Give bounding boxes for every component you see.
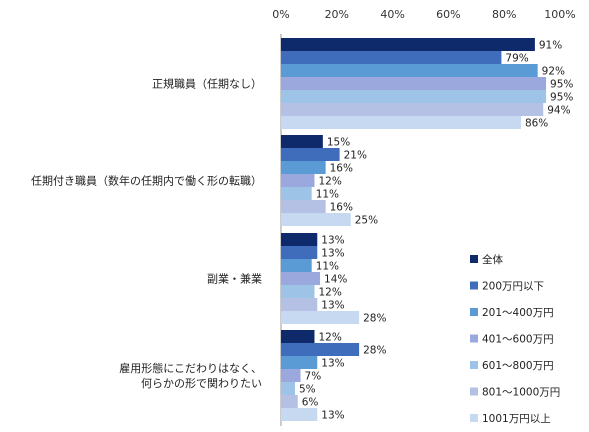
category-label: 正規職員（任期なし） xyxy=(152,77,262,91)
bar xyxy=(281,64,538,77)
data-label: 12% xyxy=(318,332,341,344)
data-label: 11% xyxy=(316,261,339,273)
data-label: 13% xyxy=(321,300,344,312)
data-label: 21% xyxy=(344,150,367,162)
bar xyxy=(281,298,318,311)
bar xyxy=(281,356,318,369)
legend-label: 1001万円以上 xyxy=(482,413,551,425)
legend-label: 全体 xyxy=(482,253,503,266)
legend-swatch xyxy=(470,281,478,290)
data-label: 13% xyxy=(321,235,344,247)
data-label: 12% xyxy=(318,287,341,299)
data-label: 91% xyxy=(539,40,562,52)
bar xyxy=(281,395,298,408)
legend-swatch xyxy=(470,255,478,263)
data-label: 92% xyxy=(542,66,565,78)
data-label: 6% xyxy=(302,397,319,409)
bar xyxy=(281,90,547,103)
legend-swatch xyxy=(470,414,478,422)
data-label: 28% xyxy=(363,345,386,357)
x-tick-label: 0% xyxy=(272,8,289,21)
data-label: 95% xyxy=(550,79,573,91)
bar xyxy=(281,213,351,226)
data-label: 12% xyxy=(318,176,341,188)
bar xyxy=(281,272,321,285)
data-label: 13% xyxy=(321,410,344,422)
legend-swatch xyxy=(470,334,478,343)
x-tick-label: 80% xyxy=(492,8,516,21)
bar xyxy=(281,77,547,90)
category-label: 任期付き職員（数年の任期内で働く形の転職） xyxy=(31,174,262,188)
data-label: 5% xyxy=(299,384,316,396)
legend-label: 200万円以下 xyxy=(482,281,544,293)
x-tick-label: 100% xyxy=(544,8,575,21)
bar xyxy=(281,382,295,395)
data-label: 11% xyxy=(316,189,339,201)
x-tick-label: 20% xyxy=(325,8,349,21)
x-tick-label: 40% xyxy=(380,8,404,21)
bar xyxy=(281,187,312,200)
data-label: 14% xyxy=(324,274,347,286)
legend-swatch xyxy=(470,308,478,316)
data-label: 13% xyxy=(321,248,344,260)
category-label: 副業・兼業 xyxy=(207,273,262,286)
data-label: 25% xyxy=(355,215,378,227)
data-label: 16% xyxy=(330,163,353,175)
bar xyxy=(281,200,326,213)
category-label: 何らかの形で関わりたい xyxy=(141,377,262,390)
bar xyxy=(281,116,521,129)
data-label: 86% xyxy=(525,118,548,130)
data-label: 94% xyxy=(547,105,570,117)
data-label: 16% xyxy=(330,202,353,214)
legend-label: 201～400万円 xyxy=(482,307,554,319)
bar xyxy=(281,246,318,259)
data-label: 79% xyxy=(505,53,528,65)
legend-swatch xyxy=(470,361,478,369)
bar xyxy=(281,51,502,64)
category-label: 雇用形態にこだわりはなく、 xyxy=(119,361,262,375)
data-label: 95% xyxy=(550,92,573,104)
legend-label: 401～600万円 xyxy=(482,334,554,346)
data-label: 7% xyxy=(305,371,322,383)
bar xyxy=(281,161,326,174)
bar xyxy=(281,330,315,343)
bar xyxy=(281,343,360,356)
bar xyxy=(281,103,544,116)
bar xyxy=(281,285,315,298)
legend-label: 601～800万円 xyxy=(482,360,554,372)
x-tick-label: 60% xyxy=(436,8,460,21)
bar xyxy=(281,148,340,161)
legend-label: 801～1000万円 xyxy=(482,387,560,399)
legend-swatch xyxy=(470,387,478,396)
data-label: 15% xyxy=(327,137,350,149)
bar xyxy=(281,369,301,382)
bar xyxy=(281,135,323,148)
data-label: 13% xyxy=(321,358,344,370)
bar xyxy=(281,174,315,187)
data-label: 28% xyxy=(363,313,386,325)
bar xyxy=(281,311,360,324)
bar xyxy=(281,408,318,421)
bar xyxy=(281,259,312,272)
bar xyxy=(281,38,535,51)
bar xyxy=(281,233,318,246)
